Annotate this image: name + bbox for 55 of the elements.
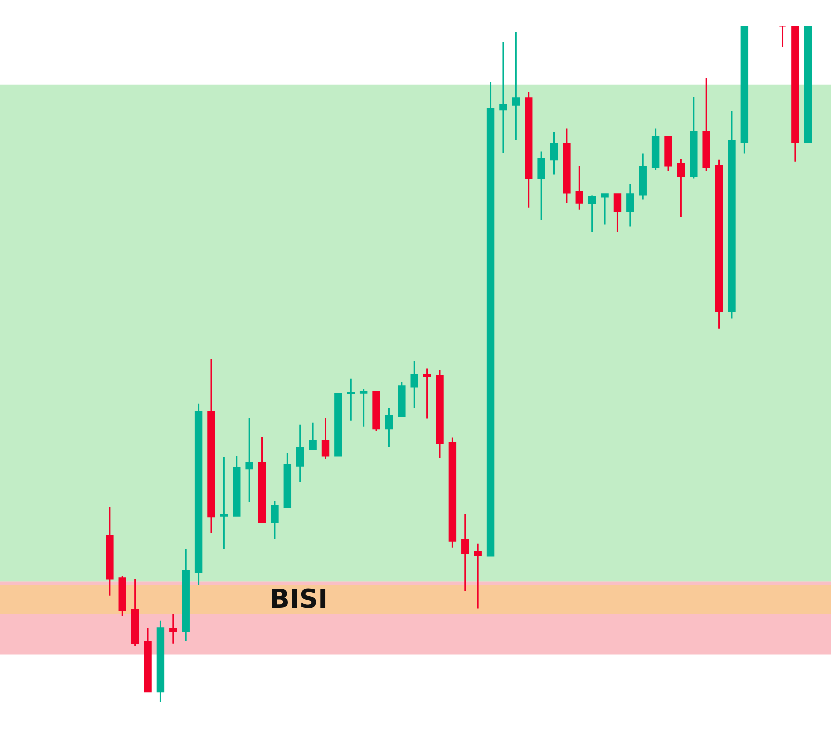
candlestick bbox=[208, 358, 216, 534]
candlestick bbox=[309, 422, 317, 450]
candlestick bbox=[448, 436, 457, 549]
candlestick bbox=[106, 506, 114, 597]
candlestick bbox=[360, 388, 368, 428]
candlestick bbox=[538, 151, 546, 221]
candlestick bbox=[131, 578, 140, 647]
candlestick bbox=[372, 391, 380, 432]
candlestick bbox=[550, 131, 558, 176]
candlestick bbox=[182, 548, 190, 642]
candlestick bbox=[500, 41, 508, 154]
candlestick bbox=[474, 543, 482, 610]
candlestick bbox=[296, 424, 304, 484]
candlestick bbox=[246, 417, 254, 503]
candlestick bbox=[334, 392, 342, 457]
candlestick bbox=[322, 417, 330, 460]
candlestick bbox=[715, 159, 724, 330]
candlestick bbox=[144, 628, 152, 693]
candlestick bbox=[347, 378, 355, 422]
candlestick bbox=[804, 26, 812, 144]
candlestick bbox=[385, 407, 394, 448]
candlestick bbox=[258, 436, 266, 524]
candlestick bbox=[664, 136, 672, 172]
candlestick bbox=[156, 620, 165, 703]
candlestick bbox=[626, 183, 634, 228]
candlestick bbox=[271, 500, 279, 540]
candlestick bbox=[740, 26, 749, 155]
candlestick bbox=[486, 81, 495, 557]
candlestick bbox=[423, 368, 432, 420]
candlestick bbox=[118, 576, 126, 617]
candlestick bbox=[792, 26, 800, 163]
candlestick bbox=[194, 403, 203, 586]
candlestick bbox=[639, 153, 647, 200]
candlestick bbox=[588, 194, 596, 233]
candlestick bbox=[436, 369, 444, 459]
candlestick bbox=[614, 194, 622, 233]
candlestick bbox=[410, 360, 418, 409]
candlestick bbox=[462, 513, 470, 592]
candlestick bbox=[778, 26, 787, 48]
candlestick bbox=[525, 92, 533, 209]
candlestick bbox=[284, 452, 292, 508]
candlestick bbox=[728, 110, 736, 320]
band-label: BISI bbox=[270, 585, 328, 615]
candlestick bbox=[677, 158, 686, 218]
candlestick bbox=[398, 382, 406, 418]
candlestick bbox=[233, 455, 241, 518]
candlestick bbox=[576, 165, 584, 211]
candlestick bbox=[601, 194, 609, 226]
candlestick bbox=[652, 128, 660, 171]
candlestick bbox=[220, 456, 228, 550]
candlestick bbox=[512, 31, 520, 141]
candlestick bbox=[702, 77, 710, 172]
candlestick bbox=[170, 613, 178, 645]
candlestick bbox=[563, 128, 571, 204]
candlestick bbox=[690, 96, 698, 180]
